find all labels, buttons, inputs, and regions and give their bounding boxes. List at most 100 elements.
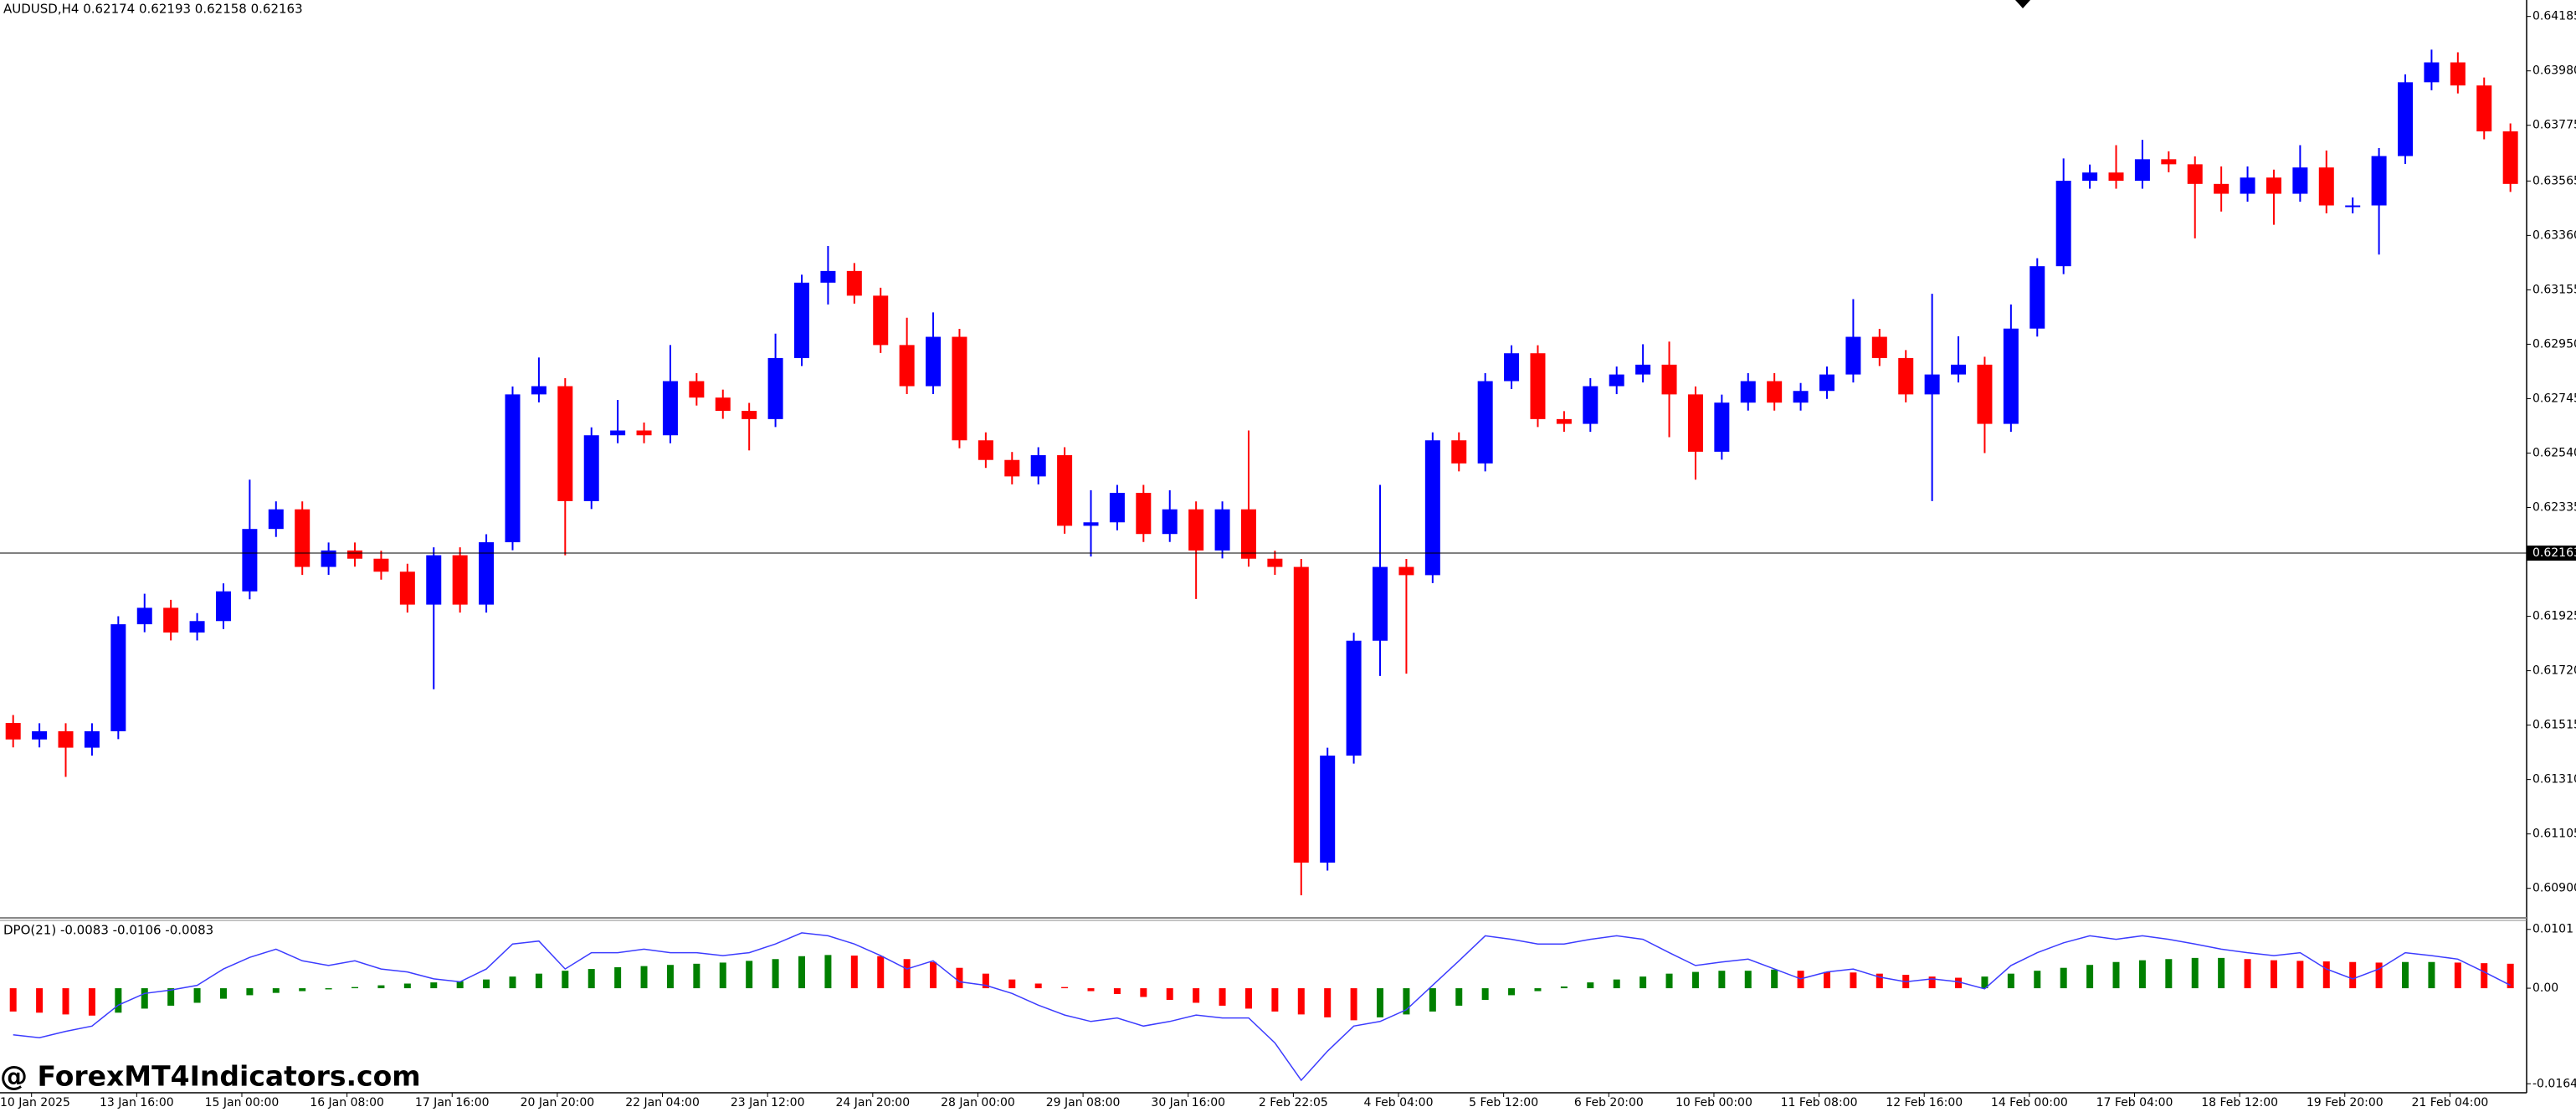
- candle-body: [873, 295, 889, 346]
- candle-body: [2214, 183, 2230, 194]
- candle-body: [1504, 353, 1520, 382]
- candle-body: [1819, 374, 1835, 392]
- candle-body: [1373, 566, 1388, 641]
- y-tick-label: 0.63155: [2532, 283, 2576, 296]
- y-tick-label: 0.62335: [2532, 501, 2576, 515]
- histogram-bar: [1587, 982, 1594, 989]
- histogram-bar: [403, 983, 411, 989]
- histogram-bar: [1193, 988, 1200, 1003]
- y-tick-label: 0.64185: [2532, 10, 2576, 23]
- histogram-bar: [1534, 988, 1542, 992]
- x-tick-label: 18 Feb 12:00: [2201, 1096, 2278, 1109]
- histogram-bar: [1718, 971, 1726, 989]
- candle-body: [1451, 440, 1467, 464]
- x-tick-label: 15 Jan 00:00: [205, 1096, 280, 1109]
- candle-body: [926, 336, 942, 387]
- candle-body: [846, 270, 862, 296]
- y-tick-label: -0.0164: [2532, 1077, 2576, 1090]
- histogram-bar: [1350, 988, 1357, 1021]
- candle-body: [978, 440, 993, 460]
- candle-body: [2318, 167, 2334, 206]
- histogram-bar: [2165, 959, 2173, 989]
- candle-body: [32, 730, 48, 740]
- y-tick-label: 0.0101: [2532, 923, 2573, 936]
- histogram-bar: [1850, 972, 1857, 989]
- histogram-bar: [2138, 960, 2146, 989]
- candle-body: [2292, 167, 2308, 194]
- dpo-line: [13, 932, 2511, 1082]
- candle-body: [1845, 336, 1861, 375]
- histogram-bar: [2402, 961, 2409, 989]
- histogram-bar: [1166, 988, 1173, 1000]
- candle-body: [1951, 364, 1967, 375]
- histogram-bar: [1955, 977, 1963, 989]
- x-tick-label: 4 Feb 04:00: [1364, 1096, 1434, 1109]
- candle-body: [2424, 62, 2440, 83]
- histogram-bar: [88, 988, 95, 1016]
- histogram-bar: [2244, 959, 2251, 989]
- histogram-bar: [167, 988, 175, 1006]
- x-tick-label: 11 Feb 08:00: [1781, 1096, 1858, 1109]
- histogram-bar: [614, 967, 622, 989]
- candle-body: [2134, 159, 2150, 182]
- candle-body: [452, 555, 468, 605]
- histogram-bar: [1061, 986, 1069, 989]
- y-tick-label: 0.63775: [2532, 119, 2576, 132]
- candle-body: [2003, 328, 2019, 424]
- histogram-bar: [325, 988, 332, 990]
- histogram-bar: [1087, 988, 1095, 992]
- histogram-bar: [219, 988, 227, 999]
- candle-body: [2398, 82, 2414, 156]
- histogram-bar: [588, 969, 595, 989]
- x-tick-label: 21 Feb 04:00: [2411, 1096, 2488, 1109]
- candle-body: [321, 550, 336, 567]
- candle-body: [1924, 374, 1940, 395]
- candle-body: [1057, 455, 1073, 526]
- histogram-bar: [2481, 963, 2488, 989]
- candle-body: [1214, 509, 1230, 551]
- x-tick-label: 17 Feb 04:00: [2096, 1096, 2173, 1109]
- current-price-label: 0.62163: [2532, 546, 2576, 560]
- candle-body: [1898, 357, 1914, 395]
- histogram-bar: [1665, 973, 1673, 989]
- histogram-bar: [1403, 988, 1410, 1015]
- histogram-bar: [1744, 971, 1752, 989]
- histogram-bar: [2218, 957, 2225, 989]
- x-tick-label: 22 Jan 04:00: [625, 1096, 700, 1109]
- x-tick-label: 2 Feb 22:05: [1259, 1096, 1328, 1109]
- candle-body: [5, 723, 21, 740]
- candle-body: [636, 430, 652, 436]
- x-tick-label: 20 Jan 20:00: [521, 1096, 595, 1109]
- candle-body: [610, 430, 626, 436]
- histogram-bar: [1034, 983, 1042, 989]
- histogram-bar: [2375, 962, 2383, 989]
- histogram-bar: [2191, 957, 2199, 989]
- candle-body: [1030, 455, 1046, 477]
- histogram-bar: [746, 961, 753, 989]
- histogram-bar: [9, 988, 17, 1012]
- candle-body: [952, 336, 967, 441]
- histogram-bar: [1640, 976, 1647, 989]
- histogram-bar: [1823, 971, 1830, 989]
- histogram-bar: [693, 963, 700, 989]
- x-tick-label: 24 Jan 20:00: [835, 1096, 910, 1109]
- candle-body: [1740, 381, 1756, 403]
- histogram-bar: [2270, 960, 2277, 989]
- candle-body: [136, 607, 152, 625]
- histogram-bar: [1008, 979, 1016, 989]
- candle-body: [1977, 364, 1993, 424]
- candle-body: [1004, 459, 1020, 477]
- watermark: @ ForexMT4Indicators.com: [0, 1060, 421, 1093]
- candle-body: [2345, 205, 2361, 208]
- candle-body: [1162, 509, 1178, 535]
- histogram-bar: [2349, 961, 2357, 989]
- histogram-bar: [2060, 967, 2067, 989]
- candle-body: [2187, 164, 2203, 184]
- candle-body: [2476, 85, 2492, 132]
- histogram-bar: [1691, 971, 1699, 989]
- chart-title: AUDUSD,H4 0.62174 0.62193 0.62158 0.6216…: [3, 2, 303, 17]
- histogram-bar: [193, 988, 201, 1003]
